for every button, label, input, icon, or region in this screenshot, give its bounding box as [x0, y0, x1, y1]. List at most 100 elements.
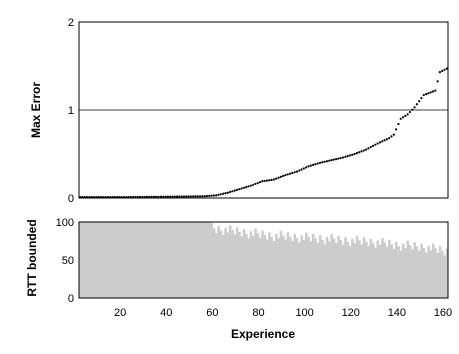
rtt-bounded-bar	[108, 222, 112, 298]
max-error-point	[245, 185, 248, 189]
experience-x-tick-label: 20	[114, 307, 126, 319]
rtt-bounded-bar	[341, 244, 345, 298]
max-error-point	[360, 150, 363, 153]
rtt-bounded-bar	[90, 222, 94, 298]
max-error-point	[99, 196, 103, 199]
experience-x-tick-label: 40	[160, 307, 172, 319]
max-error-point	[196, 195, 199, 198]
rtt-bounded-bar	[332, 238, 336, 298]
max-error-point	[173, 195, 176, 198]
max-error-point	[348, 154, 352, 157]
max-error-point	[374, 143, 377, 146]
rtt-bounded-bar	[383, 242, 387, 298]
max-error-point	[422, 93, 425, 97]
rtt-bounded-bar	[279, 230, 283, 298]
rtt-bounded-bar	[185, 222, 188, 298]
rtt-bounded-bar	[348, 246, 352, 298]
rtt-bounded-bar	[95, 222, 98, 298]
max-error-point	[388, 137, 391, 140]
max-error-point	[335, 158, 338, 161]
max-error-point	[228, 190, 232, 194]
max-error-axis-title: Max Error	[29, 82, 43, 138]
rtt-bounded-bar	[122, 222, 126, 298]
max-error-point	[157, 195, 160, 198]
rtt-bounded-bar	[97, 222, 101, 298]
max-error-point	[205, 194, 209, 198]
max-error-point	[224, 192, 227, 195]
rtt-bounded-bar	[120, 222, 124, 298]
rtt-bounded-bar	[286, 232, 290, 298]
max-error-point	[217, 193, 220, 196]
rtt-bounded-bar	[413, 242, 417, 298]
rtt-bounded-bar	[272, 241, 276, 298]
max-error-point	[210, 194, 213, 197]
max-error-point	[222, 192, 225, 195]
max-error-point	[198, 195, 202, 198]
max-error-point	[420, 97, 423, 100]
rtt-bounded-y-tick-label: 0	[68, 293, 74, 305]
rtt-bounded-bar	[351, 238, 354, 298]
max-error-point	[148, 195, 151, 198]
rtt-bounded-bar	[129, 222, 133, 298]
max-error-point	[208, 194, 211, 197]
max-error-point	[95, 196, 98, 199]
rtt-bounded-bar	[240, 236, 244, 298]
max-error-point	[431, 90, 435, 93]
rtt-bounded-bar	[111, 222, 114, 298]
rtt-bounded-bar	[247, 238, 250, 298]
max-error-point	[367, 147, 370, 150]
rtt-bounded-bar	[316, 242, 320, 298]
rtt-bounded-bar	[270, 236, 274, 298]
rtt-bounded-bar	[132, 222, 135, 298]
rtt-bounded-bar	[418, 251, 421, 298]
max-error-point	[314, 163, 317, 166]
rtt-bounded-bar	[104, 222, 107, 298]
rtt-bounded-bar	[226, 232, 230, 298]
max-error-point	[189, 195, 192, 198]
max-error-point	[249, 184, 252, 187]
max-error-point	[256, 181, 259, 185]
max-error-point	[113, 196, 116, 199]
max-error-point	[415, 103, 418, 106]
max-error-point	[79, 196, 82, 199]
rtt-bounded-bar	[256, 233, 260, 298]
max-error-point	[311, 163, 315, 167]
rtt-bounded-bar	[99, 222, 103, 298]
rtt-bounded-bar	[102, 222, 105, 298]
rtt-bounded-bar	[390, 244, 393, 298]
max-error-point	[97, 196, 100, 199]
rtt-bounded-bar	[441, 250, 444, 298]
rtt-bounded-bar	[115, 222, 119, 298]
rtt-bounded-bar	[189, 222, 193, 298]
max-error-point	[201, 195, 204, 198]
rtt-bounded-bar	[404, 247, 407, 298]
max-error-y-tick-label: 0	[68, 193, 74, 205]
rtt-bounded-bar	[148, 222, 151, 298]
max-error-point	[358, 151, 361, 154]
rtt-bounded-bar	[325, 237, 329, 298]
rtt-bounded-bar	[210, 222, 214, 298]
max-error-point	[337, 157, 340, 160]
rtt-bounded-bar	[401, 243, 405, 298]
rtt-bounded-bar	[434, 248, 437, 298]
rtt-bounded-bar	[145, 222, 149, 298]
rtt-bounded-bar	[277, 238, 280, 298]
max-error-point	[395, 128, 398, 131]
rtt-bounded-bar	[364, 241, 368, 298]
rtt-bounded-bar	[217, 225, 220, 298]
rtt-bounded-bar	[318, 235, 322, 298]
max-error-point	[365, 148, 368, 151]
max-error-point	[247, 185, 250, 188]
max-error-point	[115, 196, 119, 199]
rtt-bounded-bar	[334, 242, 338, 298]
rtt-bounded-bar	[182, 222, 186, 298]
max-error-point	[261, 180, 264, 183]
rtt-bounded-bar	[150, 222, 154, 298]
rtt-bounded-bar	[231, 229, 234, 298]
max-error-point	[436, 80, 439, 83]
max-error-point	[141, 195, 144, 199]
rtt-bounded-bar	[438, 246, 442, 298]
max-error-point	[332, 158, 335, 161]
max-error-point	[240, 187, 243, 190]
